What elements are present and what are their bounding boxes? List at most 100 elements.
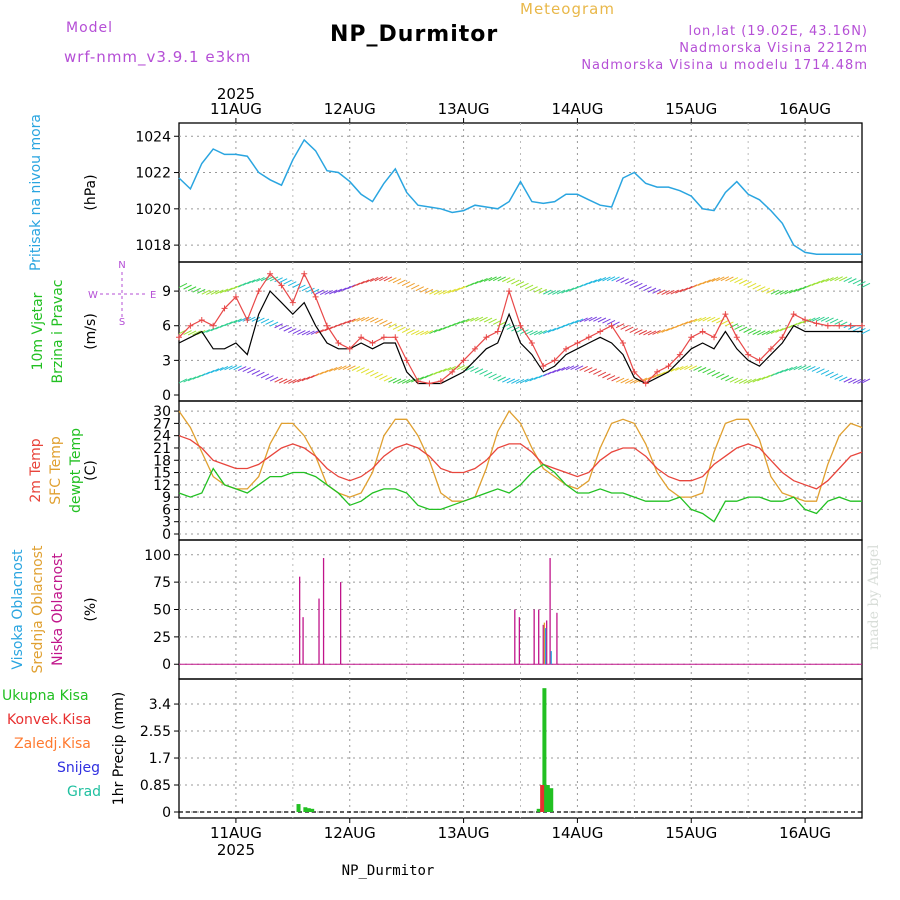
wind-barb (634, 282, 643, 288)
wind-barb (342, 319, 352, 325)
wind-barb (752, 284, 761, 290)
wind-barb (693, 366, 702, 371)
ytick-label-pressure: 1020 (135, 202, 171, 218)
wind-barb (834, 375, 843, 380)
wind-barb (288, 328, 297, 334)
wind-barb (319, 369, 329, 375)
wind-barb (843, 277, 853, 283)
wind-speed-marker (221, 305, 228, 312)
wind-barb (561, 323, 570, 328)
wind-barb (634, 378, 643, 384)
wind-barb (388, 277, 397, 283)
wind-barb (274, 323, 283, 329)
wind-barb (798, 286, 807, 291)
temp-line-1 (178, 410, 863, 502)
wind-speed-marker (187, 322, 194, 329)
ytick-label-wind: 3 (162, 353, 171, 369)
wind-barb (178, 282, 188, 288)
ytick-label-temp: 27 (153, 416, 171, 432)
wind-barb (470, 316, 479, 322)
wind-barb (456, 365, 465, 371)
wind-barb (406, 378, 415, 384)
wind-barb (602, 276, 611, 282)
wind-barb (178, 378, 188, 384)
wind-speed-marker (471, 345, 478, 352)
wind-barb (857, 281, 866, 287)
xtick-label-top: 11AUG (210, 100, 262, 118)
wind-barb (461, 318, 470, 324)
wind-barb (228, 365, 238, 371)
wind-barb (465, 366, 475, 371)
wind-speed-marker (574, 340, 581, 347)
precip-bar-ukupna (306, 808, 311, 812)
wind-barb (406, 329, 415, 335)
xtick-label-bottom: 13AUG (438, 824, 490, 842)
wind-barb (825, 277, 834, 282)
wind-barb (278, 278, 288, 284)
wind-barb (269, 376, 279, 382)
wind-barb (492, 375, 502, 380)
wind-barb (456, 285, 465, 291)
wind-barb (625, 326, 634, 332)
wind-barb (401, 328, 411, 333)
wind-barb (315, 289, 324, 295)
wind-barb (679, 321, 689, 327)
wind-barb (370, 277, 379, 282)
wind-barb (620, 324, 629, 330)
wind-speed-marker (722, 311, 729, 318)
wind-barb (547, 369, 557, 375)
wind-barb (652, 288, 661, 294)
wind-barb (757, 376, 766, 382)
wind-barb (283, 326, 292, 332)
wind-barb (333, 323, 343, 328)
wind-barb (679, 365, 689, 371)
wind-speed-marker (631, 368, 638, 375)
wind-barb (615, 277, 625, 283)
wind-speed-marker (232, 293, 239, 300)
wind-barb (820, 278, 830, 283)
wind-speed-marker (551, 357, 558, 364)
wind-axis-title-2: Brzina i Pravac (50, 280, 66, 384)
wind-barb (397, 378, 406, 384)
wind-speed-marker (619, 340, 626, 347)
wind-speed-marker (380, 334, 387, 341)
wind-barb (206, 327, 215, 333)
wind-speed-marker (335, 340, 342, 347)
wind-speed-marker (528, 340, 535, 347)
wind-barb (329, 366, 338, 372)
wind-barb (438, 368, 447, 374)
wind-speed-marker (654, 368, 661, 375)
wind-barb (297, 330, 306, 335)
wind-barb (301, 376, 311, 382)
page-title: NP_Durmitor (330, 22, 499, 47)
wind-barb (483, 317, 493, 323)
panel-frame-pressure (178, 122, 863, 263)
wind-barb (761, 330, 771, 336)
precip-bar-ukupna (549, 788, 554, 812)
wind-speed-marker (244, 316, 251, 323)
wind-barb (520, 378, 529, 384)
wind-barb (752, 330, 761, 335)
wind-barb (456, 319, 465, 325)
wind-barb (201, 289, 210, 295)
wind-speed-marker (642, 380, 649, 387)
ytick-label-cloud: 50 (153, 603, 171, 619)
wind-barb (661, 290, 670, 295)
wind-barb (187, 330, 197, 336)
wind-barb (497, 376, 506, 382)
wind-barb (265, 320, 274, 325)
wind-barb (474, 316, 484, 322)
wind-barb (702, 316, 711, 322)
unit-label-pressure: (hPa) (83, 174, 99, 210)
wind-speed-marker (176, 334, 182, 341)
wind-barb (802, 365, 812, 371)
wind-barb (643, 286, 652, 292)
wind-barb (196, 288, 206, 294)
wind-speed-marker (745, 351, 752, 358)
wind-barb (183, 284, 192, 290)
wind-speed-marker (426, 380, 433, 387)
wind-barb (237, 282, 247, 288)
wind-barb (260, 373, 270, 379)
wind-barb (278, 325, 288, 330)
wind-barb (502, 377, 511, 383)
